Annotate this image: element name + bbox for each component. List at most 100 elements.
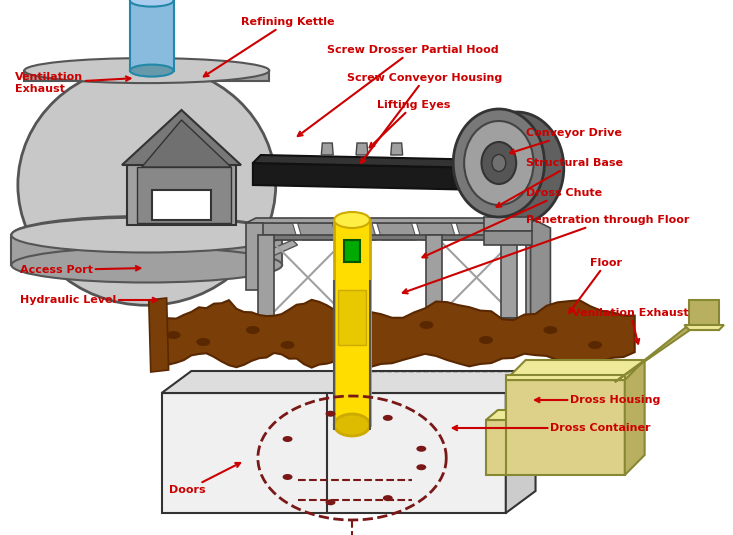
Ellipse shape xyxy=(325,411,336,417)
Polygon shape xyxy=(416,223,456,240)
Text: Floor: Floor xyxy=(569,258,622,313)
Ellipse shape xyxy=(24,58,269,83)
Text: Lifting Eyes: Lifting Eyes xyxy=(369,100,450,148)
Polygon shape xyxy=(456,223,496,240)
Polygon shape xyxy=(149,298,169,372)
Polygon shape xyxy=(501,235,517,320)
Polygon shape xyxy=(337,223,377,240)
Ellipse shape xyxy=(334,212,370,228)
Polygon shape xyxy=(486,160,494,190)
Polygon shape xyxy=(342,235,358,320)
Ellipse shape xyxy=(12,216,282,254)
Polygon shape xyxy=(486,410,523,420)
Polygon shape xyxy=(152,190,211,220)
Ellipse shape xyxy=(283,436,292,442)
Polygon shape xyxy=(625,360,644,475)
Polygon shape xyxy=(531,218,550,330)
Polygon shape xyxy=(258,318,550,328)
Text: Structural Base: Structural Base xyxy=(496,158,622,207)
Ellipse shape xyxy=(281,341,295,349)
Polygon shape xyxy=(127,165,236,225)
Polygon shape xyxy=(321,143,334,155)
Polygon shape xyxy=(162,393,506,513)
Polygon shape xyxy=(137,167,231,223)
Polygon shape xyxy=(496,223,536,240)
Polygon shape xyxy=(506,380,625,475)
Polygon shape xyxy=(486,420,511,475)
Ellipse shape xyxy=(416,446,427,452)
Text: Hydraulic Level: Hydraulic Level xyxy=(20,295,157,305)
Polygon shape xyxy=(496,318,522,328)
Polygon shape xyxy=(246,223,263,290)
Text: Screw Drosser Partial Hood: Screw Drosser Partial Hood xyxy=(298,45,499,136)
Ellipse shape xyxy=(283,474,292,480)
Polygon shape xyxy=(337,318,363,328)
Ellipse shape xyxy=(419,321,433,329)
Text: Dross Housing: Dross Housing xyxy=(535,395,660,405)
Polygon shape xyxy=(506,375,625,380)
Polygon shape xyxy=(246,240,298,265)
Polygon shape xyxy=(334,220,370,425)
Ellipse shape xyxy=(543,326,557,334)
Polygon shape xyxy=(356,143,368,155)
Ellipse shape xyxy=(492,155,506,172)
Polygon shape xyxy=(526,235,542,320)
Polygon shape xyxy=(484,217,531,231)
Ellipse shape xyxy=(130,0,174,6)
Polygon shape xyxy=(689,300,719,330)
Ellipse shape xyxy=(246,326,259,334)
Polygon shape xyxy=(246,218,540,223)
Polygon shape xyxy=(253,163,486,190)
Ellipse shape xyxy=(470,112,564,224)
Text: Venilation Exhaust: Venilation Exhaust xyxy=(572,308,689,343)
Polygon shape xyxy=(520,318,547,328)
Ellipse shape xyxy=(166,331,180,339)
Polygon shape xyxy=(258,223,298,240)
Polygon shape xyxy=(421,318,447,328)
Polygon shape xyxy=(615,305,714,382)
Text: Dross Chute: Dross Chute xyxy=(422,188,602,257)
Ellipse shape xyxy=(12,218,282,253)
Ellipse shape xyxy=(588,341,602,349)
Ellipse shape xyxy=(453,109,545,217)
Polygon shape xyxy=(484,231,531,245)
Text: Access Port: Access Port xyxy=(20,265,140,275)
Ellipse shape xyxy=(18,65,276,305)
Text: Screw Conveyor Housing: Screw Conveyor Housing xyxy=(347,73,502,163)
Ellipse shape xyxy=(12,248,282,282)
Ellipse shape xyxy=(383,415,393,421)
Ellipse shape xyxy=(325,499,336,505)
Ellipse shape xyxy=(464,121,534,205)
Polygon shape xyxy=(427,235,442,320)
Polygon shape xyxy=(154,300,334,368)
Ellipse shape xyxy=(334,414,370,436)
Polygon shape xyxy=(12,235,282,265)
Ellipse shape xyxy=(130,65,174,77)
Polygon shape xyxy=(24,71,269,81)
Polygon shape xyxy=(506,371,536,513)
Polygon shape xyxy=(162,371,536,393)
Polygon shape xyxy=(130,1,174,71)
Polygon shape xyxy=(141,120,231,167)
Polygon shape xyxy=(377,223,416,240)
Text: Dross Container: Dross Container xyxy=(453,423,651,433)
Text: Refining Kettle: Refining Kettle xyxy=(204,17,334,77)
Polygon shape xyxy=(122,110,241,165)
Polygon shape xyxy=(685,325,724,330)
Ellipse shape xyxy=(383,495,393,501)
Text: Conveyor Drive: Conveyor Drive xyxy=(510,128,622,154)
Polygon shape xyxy=(344,240,360,262)
Polygon shape xyxy=(506,360,644,380)
Ellipse shape xyxy=(479,336,493,344)
Ellipse shape xyxy=(482,142,516,184)
Ellipse shape xyxy=(416,464,427,470)
Polygon shape xyxy=(253,318,279,328)
Ellipse shape xyxy=(24,220,269,250)
Polygon shape xyxy=(246,235,540,240)
Text: Ventilation
Exhaust: Ventilation Exhaust xyxy=(15,72,130,94)
Polygon shape xyxy=(258,235,273,320)
Text: Doors: Doors xyxy=(169,463,240,495)
Polygon shape xyxy=(391,143,402,155)
Polygon shape xyxy=(338,290,366,345)
Text: Penetration through Floor: Penetration through Floor xyxy=(403,215,689,293)
